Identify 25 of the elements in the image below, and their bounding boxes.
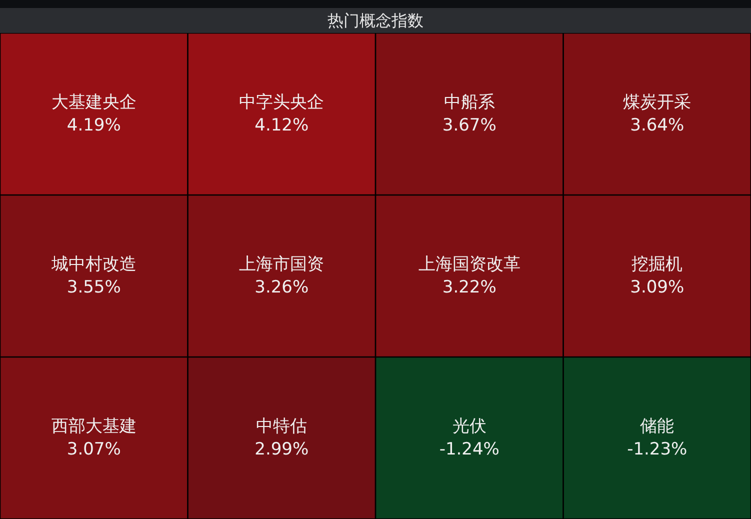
category-label: 储能 <box>640 416 674 436</box>
data-label: 3.67% <box>442 115 496 136</box>
category-label: 上海市国资 <box>239 254 324 274</box>
text: 热门概念指数 <box>0 8 751 33</box>
data-label: 2.99% <box>254 439 309 460</box>
data-label: 4.12% <box>254 115 309 136</box>
category-label: 大基建央企 <box>51 92 136 112</box>
category-label: 光伏 <box>452 416 486 436</box>
category-label: 上海国资改革 <box>418 254 520 274</box>
category-label: 挖掘机 <box>632 254 683 274</box>
category-label: 煤炭开采 <box>623 92 692 112</box>
data-label: 3.22% <box>442 277 496 298</box>
category-label: 中字头央企 <box>239 92 324 112</box>
data-label: 3.09% <box>630 277 684 298</box>
category-label: 西部大基建 <box>51 416 136 436</box>
data-label: -1.24% <box>439 439 500 460</box>
data-label: 3.64% <box>630 115 684 136</box>
category-label: 城中村改造 <box>50 254 136 274</box>
data-label: -1.23% <box>627 439 688 460</box>
category-label: 中船系 <box>444 92 495 112</box>
data-label: 3.07% <box>66 439 121 460</box>
data-label: 4.19% <box>66 115 121 136</box>
category-label: 中特估 <box>256 416 308 436</box>
data-label: 3.55% <box>66 277 121 298</box>
data-label: 3.26% <box>254 277 309 298</box>
